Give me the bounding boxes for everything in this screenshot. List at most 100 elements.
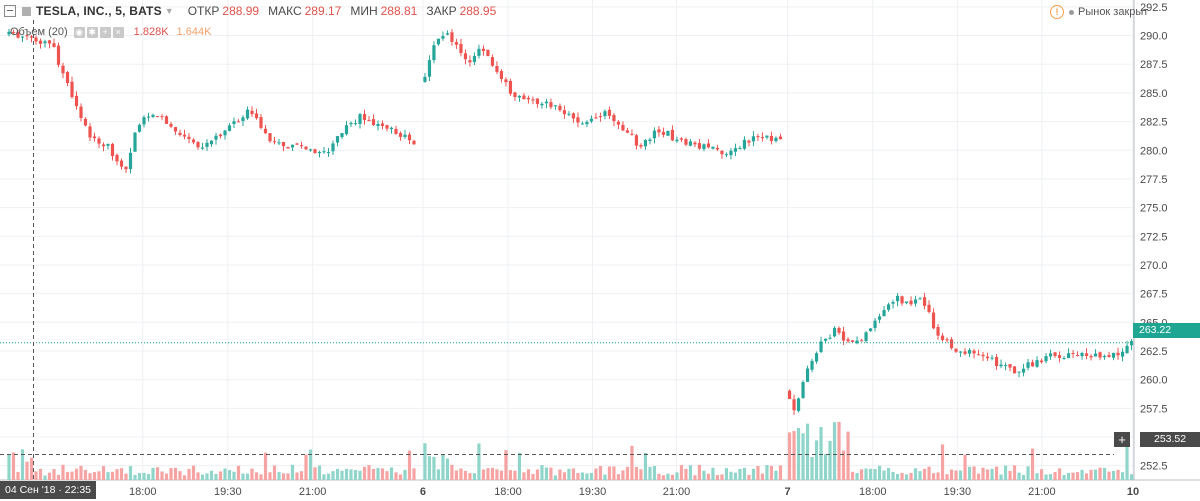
volume-bar — [232, 471, 236, 480]
volume-bar — [468, 473, 472, 480]
volume-bar — [389, 467, 394, 480]
close-icon[interactable]: × — [112, 26, 124, 38]
volume-bar — [115, 469, 119, 480]
symbol-color-icon — [22, 6, 31, 16]
candle-body — [787, 390, 792, 400]
candle-body — [1008, 364, 1012, 368]
volume-bar — [742, 467, 747, 480]
candle-body — [178, 132, 182, 135]
candle-body — [281, 142, 286, 147]
volume-bar — [173, 467, 178, 480]
candle-body — [616, 121, 621, 125]
volume-bar — [751, 468, 756, 480]
candle-body — [918, 298, 922, 300]
candle-body — [331, 143, 335, 152]
volume-bar — [490, 467, 495, 480]
volume-bar — [666, 473, 670, 480]
volume-bar — [277, 472, 281, 480]
candle-body — [814, 353, 819, 362]
add-icon[interactable]: + — [99, 26, 111, 38]
volume-bar — [218, 471, 223, 480]
volume-bar — [1062, 475, 1066, 480]
chart-overlay — [0, 20, 1134, 480]
volume-bar — [43, 475, 47, 480]
volume-bar — [106, 472, 110, 480]
volume-bar — [814, 440, 819, 480]
volume-bar — [1044, 474, 1048, 480]
price-tick-label: 272.5 — [1140, 231, 1168, 243]
candle-body — [403, 134, 407, 138]
candle-body — [864, 332, 868, 342]
volume-bar — [738, 468, 742, 480]
eye-icon[interactable]: ◉ — [73, 26, 85, 38]
candle-body — [1012, 366, 1017, 374]
candle-body — [182, 134, 187, 137]
volume-bar — [1098, 467, 1102, 480]
volume-bar — [846, 431, 850, 480]
candle-body — [34, 37, 38, 42]
chevron-down-icon[interactable]: ▼ — [164, 6, 174, 16]
candle-body — [1093, 353, 1098, 357]
volume-value: 1.828K — [133, 26, 169, 38]
candle-body — [702, 144, 706, 150]
candle-body — [715, 147, 720, 150]
time-tick-label: 19:30 — [214, 486, 242, 498]
volume-bar — [841, 450, 846, 480]
candle-body — [900, 296, 904, 304]
candle-body — [1026, 362, 1030, 368]
candle-body — [340, 133, 344, 137]
warning-icon[interactable]: ! — [1050, 5, 1064, 19]
candle-body — [106, 143, 110, 146]
volume-bar — [868, 468, 873, 480]
time-tick-label: 19:30 — [944, 486, 972, 498]
candle-body — [630, 133, 634, 135]
volume-bar — [504, 450, 508, 480]
candle-body — [263, 128, 268, 134]
candle-body — [367, 119, 371, 121]
symbol-title[interactable]: TESLA, INC., 5, BATS — [36, 4, 162, 18]
candle-body — [1044, 356, 1048, 362]
volume-bar — [535, 469, 540, 480]
volume-bar — [477, 443, 481, 480]
volume-bar — [362, 466, 367, 480]
volume-bar — [589, 472, 594, 480]
volume-indicator-name[interactable]: Объем (20) — [10, 26, 68, 38]
time-axis: 18:00 19:30 21:00 6 18:00 19:30 21:00 7 18:00 19:… — [129, 486, 1139, 498]
volume-bar — [756, 465, 760, 480]
candle-body — [774, 137, 778, 142]
volume-bar — [634, 466, 639, 480]
candle-body — [142, 117, 146, 125]
volume-bar — [549, 467, 553, 480]
candle-body — [652, 130, 657, 139]
candle-body — [958, 351, 963, 353]
volume-bar — [562, 472, 567, 480]
collapse-legend-icon[interactable] — [4, 5, 16, 17]
candle-body — [706, 143, 711, 148]
volume-bar — [585, 473, 589, 480]
candle-body — [648, 139, 652, 142]
candle-body — [146, 116, 151, 118]
settings-icon[interactable]: ✱ — [86, 26, 98, 38]
plot-area — [0, 0, 1134, 480]
volume-bar — [760, 473, 765, 480]
plus-icon[interactable]: + — [1114, 432, 1130, 447]
candle-body — [1120, 351, 1125, 357]
candle-body — [828, 337, 832, 339]
candle-body — [137, 124, 142, 132]
volume-bar — [706, 473, 711, 480]
volume-bar — [88, 473, 92, 480]
candle-body — [394, 128, 398, 134]
volume-bar — [70, 471, 74, 480]
volume-bar — [675, 472, 679, 480]
volume-bar — [1071, 472, 1075, 480]
volume-bar — [56, 474, 61, 480]
volume-bar — [778, 465, 783, 480]
volume-bar — [990, 468, 994, 480]
market-closed-dot-icon — [1069, 9, 1074, 15]
volume-bar — [376, 467, 380, 480]
candle-body — [427, 60, 432, 77]
volume-bar — [412, 468, 416, 480]
volume-bar — [769, 465, 774, 480]
candle-body — [913, 299, 918, 304]
